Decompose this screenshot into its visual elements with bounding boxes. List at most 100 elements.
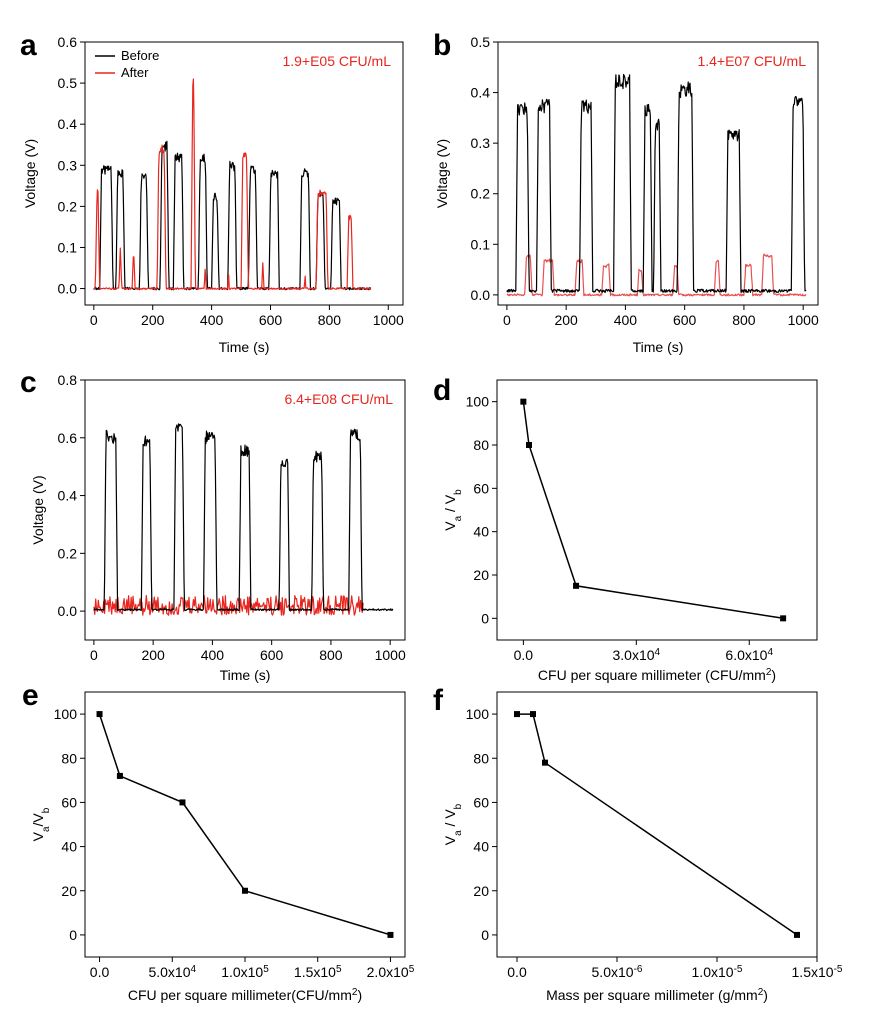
x-tick-label: 1.0x105 [221,964,269,981]
plot-area [506,73,807,297]
x-axis-title: Time (s) [633,339,684,355]
y-tick-label: 60 [473,480,489,496]
y-tick-label: 0.3 [58,157,78,173]
series-line-after [506,253,807,297]
plot-frame [496,691,818,958]
y-tick-label: 0.4 [58,488,78,504]
chart-panel-e: 0.0 5.0x104 1.0x105 1.5x105 2.0x105 0 20 40 60 80… [30,691,415,1004]
y-tick-label: 20 [473,567,489,583]
y-tick-label: 0.4 [471,85,491,101]
x-tick-label: 600 [673,312,697,328]
y-tick-label: 0 [481,610,489,626]
y-tick-label: 80 [61,750,77,766]
x-tick-label: 3.0x104 [612,647,660,664]
data-point [116,772,123,779]
series-line-after [93,594,364,616]
data-point [514,711,520,718]
y-tick-label: 100 [54,706,78,722]
chart-panel-b: 0 200 400 600 800 1000 0.0 0.1 0.2 0.3 0.4 0.5 Time … [434,34,819,355]
y-tick-label: 40 [473,524,489,540]
x-axis-title: CFU per square millimeter(CFU/mm2) [128,987,362,1004]
data-point [520,398,527,405]
x-tick-label: 400 [201,647,225,663]
data-point [179,799,186,806]
data-point [96,711,103,718]
x-axis-title: Time (s) [219,339,270,355]
y-tick-label: 0.0 [471,287,491,303]
series-line-before [93,423,394,612]
plot-frame [84,379,406,641]
panel-letter-a: a [20,29,37,62]
y-tick-label: 0.1 [58,239,78,255]
panel-letter-c: c [20,366,37,399]
legend-label: Before [121,48,159,63]
x-tick-label: 1.0x10-5 [692,964,743,981]
y-axis-title: Va / Vb [442,803,464,845]
x-tick-label: 0.0 [514,647,534,663]
concentration-annotation: 1.4+E07 CFU/mL [697,53,806,69]
y-tick-label: 100 [466,394,490,410]
x-tick-label: 800 [318,312,342,328]
x-tick-label: 1.5x105 [294,964,342,981]
data-point [242,887,248,894]
x-tick-label: 200 [141,647,165,663]
x-tick-label: 5.0x104 [148,964,196,981]
y-tick-label: 0.6 [58,430,78,446]
y-axis-title: Voltage (V) [22,139,38,208]
x-tick-label: 1000 [375,647,406,663]
y-tick-label: 0.2 [58,198,78,214]
x-tick-label: 600 [260,647,284,663]
y-tick-label: 40 [61,839,77,855]
x-tick-label: 200 [141,312,165,328]
y-tick-label: 60 [61,794,77,810]
x-tick-label: 0.0 [90,964,110,980]
y-axis-title: Va/Vb [30,807,52,841]
x-axis-title: Mass per square millimeter (g/mm2) [546,987,768,1004]
x-tick-label: 200 [554,312,578,328]
y-tick-label: 0.2 [58,545,78,561]
x-tick-label: 0.0 [507,964,527,980]
y-tick-label: 0.0 [58,603,78,619]
y-tick-label: 0.0 [58,281,78,297]
x-tick-label: 5.0x10-6 [592,964,643,981]
data-point [387,931,394,938]
chart-panel-f: 0.0 5.0x10-6 1.0x10-5 1.5x10-5 0 20 40 60 80 100 M… [442,691,843,1004]
y-tick-label: 20 [473,883,489,899]
y-axis-title: Voltage (V) [30,475,46,544]
concentration-annotation: 6.4+E08 CFU/mL [284,391,393,407]
panel-letter-b: b [433,29,451,62]
y-axis-title: Va / Vb [442,489,464,531]
data-point [780,615,787,622]
data-line [522,401,784,620]
y-tick-label: 100 [466,706,490,722]
data-line [517,713,798,936]
data-point [542,759,548,766]
panel-letter-e: e [22,679,39,712]
x-axis-title: Time (s) [220,667,271,683]
data-line [98,713,391,936]
plot-frame [496,379,818,641]
data-point [794,931,800,938]
x-tick-label: 1.5x10-5 [792,964,843,981]
y-tick-label: 80 [473,437,489,453]
y-tick-label: 80 [473,750,489,766]
data-point [526,442,532,448]
x-tick-label: 2.0x105 [367,964,415,981]
concentration-annotation: 1.9+E05 CFU/mL [282,53,391,69]
plot-area [93,78,372,291]
y-tick-label: 0.5 [58,75,78,91]
y-tick-label: 20 [61,883,77,899]
x-tick-label: 0 [90,312,98,328]
y-tick-label: 0 [69,927,77,943]
panel-letter-f: f [433,684,444,717]
y-tick-label: 0.8 [58,372,78,388]
plot-frame [84,691,406,958]
plot-frame [84,41,404,306]
series-line-after [93,78,372,290]
chart-panel-d: 0.0 3.0x104 6.0x104 0 20 40 60 80 100 CFU per squ… [442,379,818,683]
chart-panel-c: 0 200 400 600 800 1000 0.0 0.2 0.4 0.6 0.8 Time (s)… [30,372,406,683]
series-line-before [506,73,807,293]
x-tick-label: 400 [614,312,638,328]
y-tick-label: 0.3 [471,135,491,151]
